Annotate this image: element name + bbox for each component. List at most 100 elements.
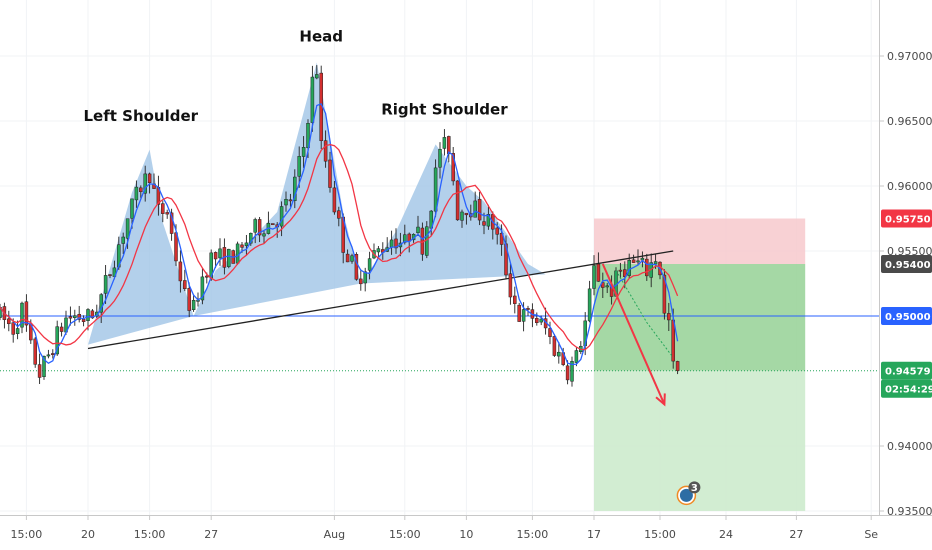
candle-up [262,233,266,237]
candle-down [451,153,455,182]
candle-up [244,242,249,247]
candle-up [605,285,609,288]
candle-up [438,149,442,168]
candle-up [235,243,240,264]
candle-up [376,248,381,253]
candle-up [200,276,205,301]
candle-up [310,76,315,123]
candle-down [205,275,209,278]
candle-down [240,244,244,248]
candle-down [337,210,341,219]
candle-up [473,200,477,218]
moving-average-line [0,143,679,351]
candle-down [618,269,623,272]
candle-down [165,212,169,215]
candle-down [447,136,451,155]
candle-up [301,147,306,157]
candle-down [59,326,64,332]
candle-down [147,173,152,183]
candle-down [11,322,15,335]
moving-averages [0,103,679,366]
candle-down [139,187,143,193]
price-badge [881,255,932,273]
candle-down [645,258,649,277]
countdown-badge [881,379,932,398]
candle-up [20,302,24,328]
candle-up [442,137,447,149]
candle-up [592,265,596,289]
candle-up [73,315,77,318]
candle-down [601,282,605,288]
candle-down [596,263,601,282]
price-tick-label: 0.93500 [887,505,932,518]
time-tick-label: Aug [324,528,345,541]
candle-down [482,221,486,226]
time-tick-label: 15:00 [644,528,676,541]
time-tick-label: 24 [719,528,733,541]
candle-up [191,299,196,310]
candle-up [218,248,222,259]
neckline-line [87,250,674,350]
candle-down [359,278,363,285]
candle-up [350,255,354,262]
price-badge [881,361,932,380]
candle-down [37,364,42,378]
arrow-head [655,393,666,407]
candle-down [332,187,337,213]
candle-down [464,212,469,216]
candle-up [46,354,51,357]
candle-down [161,203,165,214]
candle-up [125,218,130,239]
price-axis-background [880,0,932,550]
moving-average-line [0,103,679,366]
time-tick-label: 15:00 [134,528,166,541]
candle-up [460,211,464,221]
candle-down [623,269,627,277]
candle-down [394,238,398,249]
price-axis[interactable]: 0.97000 0.96500 0.96000 0.95500 0.94000 0.935… [879,0,932,550]
candle-up [293,176,297,201]
candle-up [284,198,288,206]
candle-down [499,233,504,245]
candle-up [86,309,90,321]
candle-up [103,275,108,294]
candle-down [51,353,55,355]
candle-down [535,318,539,324]
candle-up [433,167,438,212]
candle-up [574,350,579,363]
event-count-badge [688,481,701,494]
candle-down [526,308,530,310]
position-zones [594,218,806,511]
price-badge-label: 0.95750 [885,215,931,226]
price-badge-label: 0.95400 [885,260,931,271]
candle-up [363,271,367,284]
time-axis[interactable]: 15:00 20 15:00 27 Aug 15:00 10 15:00 17 15:00 24 27… [0,515,932,550]
neckline [87,250,674,350]
candle-down [565,365,570,381]
candle-down [187,288,191,311]
candle-down [33,338,37,365]
time-tick-label: 15:00 [11,528,43,541]
pattern-label: Right Shoulder [381,101,508,119]
price-tick-label: 0.96500 [887,115,932,128]
candle-up [486,214,491,227]
candle-down [7,318,11,325]
price-tick-label: 0.95500 [887,245,932,258]
price-badge [881,209,932,228]
candle-down [183,280,187,290]
candle-down [81,318,86,322]
candle-up [627,260,631,276]
candle-down [354,254,359,280]
candle-up [521,309,526,322]
candle-down [345,253,350,263]
flag-icon [679,488,693,502]
candle-up [130,198,134,219]
candle-down [675,361,680,371]
candle-down [288,199,293,202]
pattern-label: Left Shoulder [84,107,199,125]
candle-down [667,313,671,321]
events-marker[interactable]: 3 [676,481,701,506]
candle-up [587,288,592,322]
time-tick-label: 10 [459,528,473,541]
